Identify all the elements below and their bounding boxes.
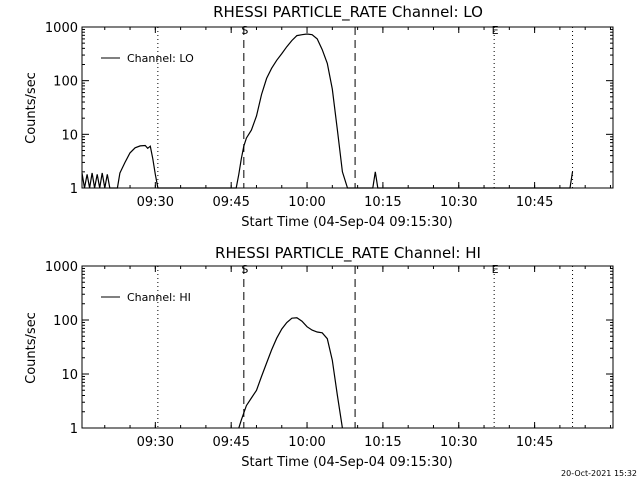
y-tick-label: 1000 <box>45 260 78 275</box>
x-tick-label: 10:45 <box>516 195 553 210</box>
chart-panel-hi: RHESSI PARTICLE_RATE Channel: HI Counts/… <box>24 244 614 470</box>
x-tick-label: 10:00 <box>288 195 325 210</box>
chart-panel-lo: RHESSI PARTICLE_RATE Channel: LO Counts/… <box>24 3 614 230</box>
chart-title: RHESSI PARTICLE_RATE Channel: HI <box>215 244 481 263</box>
x-tick-label: 09:30 <box>137 435 174 450</box>
data-series-line <box>81 33 574 189</box>
y-tick-label: 1 <box>70 182 78 197</box>
y-axis-label: Counts/sec <box>24 312 39 384</box>
y-tick-label: 10 <box>61 368 78 383</box>
marker-label: E <box>492 24 499 37</box>
x-tick-label: 10:00 <box>288 435 325 450</box>
y-tick-label: 1 <box>70 422 78 437</box>
plot-timestamp: 20-Oct-2021 15:32 <box>561 469 637 478</box>
x-tick-label: 10:45 <box>516 435 553 450</box>
marker-label: S <box>241 263 248 276</box>
x-axis-label: Start Time (04-Sep-04 09:15:30) <box>241 455 452 470</box>
x-tick-label: 09:45 <box>212 195 249 210</box>
legend-label: Channel: HI <box>127 291 191 304</box>
x-tick-label: 10:15 <box>364 195 401 210</box>
x-tick-label: 10:30 <box>440 195 477 210</box>
y-tick-label: 10 <box>61 128 78 143</box>
plot-frame <box>81 265 614 429</box>
y-tick-label: 1000 <box>45 21 78 36</box>
y-axis-label: Counts/sec <box>24 72 39 144</box>
x-tick-label: 09:30 <box>137 195 174 210</box>
x-tick-label: 09:45 <box>212 435 249 450</box>
x-tick-label: 10:15 <box>364 435 401 450</box>
y-tick-label: 100 <box>53 314 78 329</box>
x-axis-label: Start Time (04-Sep-04 09:15:30) <box>241 215 452 230</box>
marker-label: E <box>492 263 499 276</box>
chart-title: RHESSI PARTICLE_RATE Channel: LO <box>213 3 483 22</box>
data-series-line <box>238 317 343 429</box>
x-tick-label: 10:30 <box>440 435 477 450</box>
y-tick-label: 100 <box>53 75 78 90</box>
legend-label: Channel: LO <box>127 52 194 65</box>
marker-label: S <box>241 24 248 37</box>
